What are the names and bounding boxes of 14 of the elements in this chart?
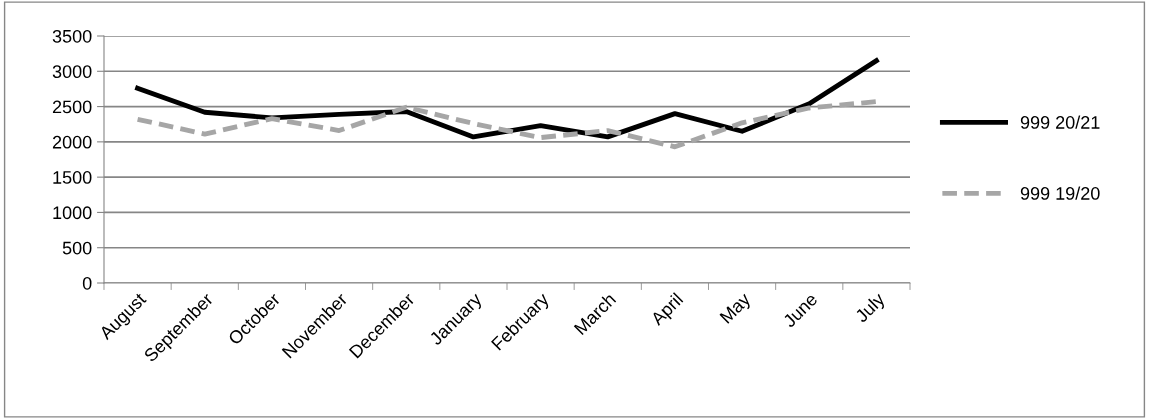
y-tick-label: 1000 <box>53 206 92 220</box>
legend-label: 999 19/20 <box>1020 186 1100 200</box>
line-series <box>135 58 879 140</box>
legend-label: 999 20/21 <box>1020 115 1100 129</box>
line-series <box>135 99 879 150</box>
y-tick-label: 1500 <box>53 171 92 184</box>
y-tick-label: 2500 <box>52 100 92 114</box>
y-tick-label: 3500 <box>52 29 92 43</box>
y-tick-label: 2000 <box>52 135 92 149</box>
x-tick-label: May <box>719 291 754 327</box>
y-tick-label: 3000 <box>52 65 92 79</box>
y-tick-label: 0 <box>82 276 92 290</box>
y-tick-label: 500 <box>62 241 92 255</box>
x-tick-label: July <box>853 291 889 326</box>
